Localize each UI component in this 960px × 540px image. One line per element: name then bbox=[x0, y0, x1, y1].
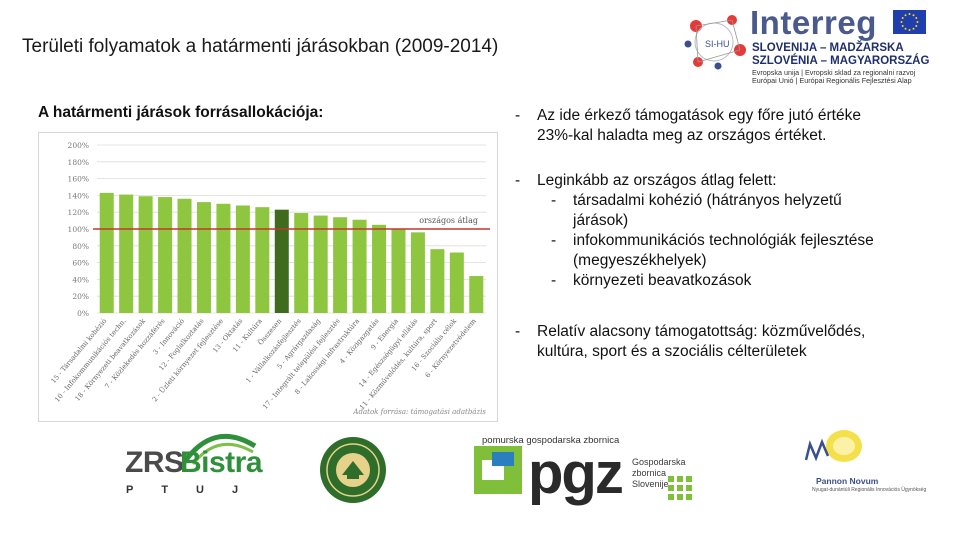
bar bbox=[449, 252, 464, 313]
bar bbox=[255, 207, 270, 313]
pgz-logo bbox=[472, 432, 694, 502]
bar-chart: 0%20%40%60%80%100%120%140%160%180%200%15… bbox=[49, 141, 490, 416]
bar bbox=[469, 276, 484, 313]
chart-panel: 0% 20% 40% 60% 80% 100% 120% 140% 160% 180% 200% 15… bbox=[38, 132, 498, 422]
bar bbox=[391, 229, 406, 313]
pgz-letters: pgz bbox=[528, 441, 624, 506]
zrs-arc-icon bbox=[180, 433, 257, 466]
bar bbox=[333, 217, 348, 313]
sub-bullet-dash: - bbox=[551, 272, 557, 289]
bullet-2-text: Leginkább az országos átlag felett: bbox=[537, 172, 777, 189]
bar bbox=[99, 192, 114, 313]
zrs-word: ZRS bbox=[125, 446, 184, 479]
bar bbox=[372, 224, 387, 313]
bullet-3-line1: Relatív alacsony támogatottság: közművel… bbox=[537, 323, 866, 340]
bullet-dash: - bbox=[515, 323, 521, 340]
bar bbox=[430, 249, 445, 313]
bistra-word: Bistra bbox=[180, 446, 263, 479]
y-tick-label: 0% bbox=[77, 309, 89, 318]
reference-line-label: országos átlag bbox=[419, 216, 478, 225]
pannon-fine: Nyugat-dunántúli Regionális Innovációs Ü… bbox=[812, 487, 927, 493]
sub-bullet-dash: - bbox=[551, 192, 557, 209]
x-tick-label: 2 - Üzleti környezet fejlesztése bbox=[150, 317, 225, 404]
y-tick-label: 160% bbox=[68, 175, 89, 184]
bullet-1-line2: 23%-kal haladta meg az országos értéket. bbox=[537, 127, 827, 144]
sub-bullet-1-line2: járások) bbox=[573, 212, 629, 229]
pannon-title: Pannon Novum bbox=[816, 476, 879, 486]
source-note: Adatok forrása: támogatási adatbázis bbox=[352, 408, 486, 416]
y-tick-label: 80% bbox=[72, 242, 89, 251]
y-tick-label: 100% bbox=[68, 225, 89, 234]
seal-icon bbox=[320, 437, 386, 503]
interreg-logo: SI-HU bbox=[680, 6, 930, 90]
bar bbox=[235, 205, 250, 313]
bar bbox=[294, 213, 309, 313]
project-badge: SI-HU bbox=[705, 39, 730, 49]
y-tick-label: 120% bbox=[68, 208, 89, 217]
sub-bullet-2-line1: infokommunikációs technológiák fejleszté… bbox=[573, 232, 874, 249]
sub-bullet-3-line1: környezeti beavatkozások bbox=[573, 272, 752, 289]
bar bbox=[410, 232, 425, 313]
interreg-wordmark: Interreg bbox=[750, 4, 877, 41]
interreg-network-icon: SI-HU bbox=[684, 15, 746, 70]
pannon-bulb-icon bbox=[804, 430, 862, 462]
pgz-sub2: zbornica bbox=[632, 468, 667, 478]
bar bbox=[177, 198, 192, 313]
bullet-1-line1: Az ide érkező támogatások egy főre jutó … bbox=[537, 107, 861, 124]
zrs-bistra-logo bbox=[118, 426, 268, 502]
sub-bullet-dash: - bbox=[551, 232, 557, 249]
interreg-line2: SZLOVÉNIA – MAGYARORSZÁG bbox=[752, 55, 930, 67]
y-tick-label: 20% bbox=[72, 292, 89, 301]
bullet-dash: - bbox=[515, 107, 521, 124]
y-tick-label: 40% bbox=[72, 275, 89, 284]
interreg-line1: SLOVENIJA – MADŽARSKA bbox=[752, 42, 904, 54]
interreg-fine2: Európai Unió | Európai Regionális Fejles… bbox=[752, 76, 912, 85]
bar bbox=[313, 215, 328, 313]
bar bbox=[158, 197, 173, 313]
y-tick-label: 200% bbox=[68, 141, 89, 150]
bullet-dash: - bbox=[515, 172, 521, 189]
y-tick-label: 60% bbox=[72, 259, 89, 268]
eu-flag-icon bbox=[893, 10, 926, 34]
section-heading: A határmenti járások forrásallokációja: bbox=[38, 104, 324, 121]
bar bbox=[274, 209, 289, 313]
pgz-top-text: pomurska gospodarska zbornica bbox=[482, 435, 620, 446]
bar bbox=[138, 196, 153, 313]
pgz-grid-icon bbox=[668, 476, 692, 500]
pgz-sub3: Slovenije bbox=[632, 479, 669, 489]
page-title: Területi folyamatok a határmenti járások… bbox=[22, 36, 499, 57]
bar bbox=[196, 202, 211, 313]
bar bbox=[216, 203, 231, 313]
pgz-square-icon bbox=[474, 446, 522, 494]
pgz-sub1: Gospodarska bbox=[632, 457, 686, 467]
sub-bullet-2-line2: (megyeszékhelyek) bbox=[573, 252, 707, 269]
interreg-fine1: Evropska unija | Evropski sklad za regio… bbox=[752, 68, 916, 77]
y-tick-label: 140% bbox=[68, 191, 89, 200]
sub-bullet-1-line1: társadalmi kohézió (hátrányos helyzetű bbox=[573, 192, 842, 209]
bar bbox=[352, 219, 367, 313]
ptuj-word: PTUJ bbox=[126, 484, 267, 496]
bullet-3-line2: kultúra, sport és a szociális célterület… bbox=[537, 343, 807, 360]
y-tick-label: 180% bbox=[68, 158, 89, 167]
bar bbox=[119, 194, 134, 313]
